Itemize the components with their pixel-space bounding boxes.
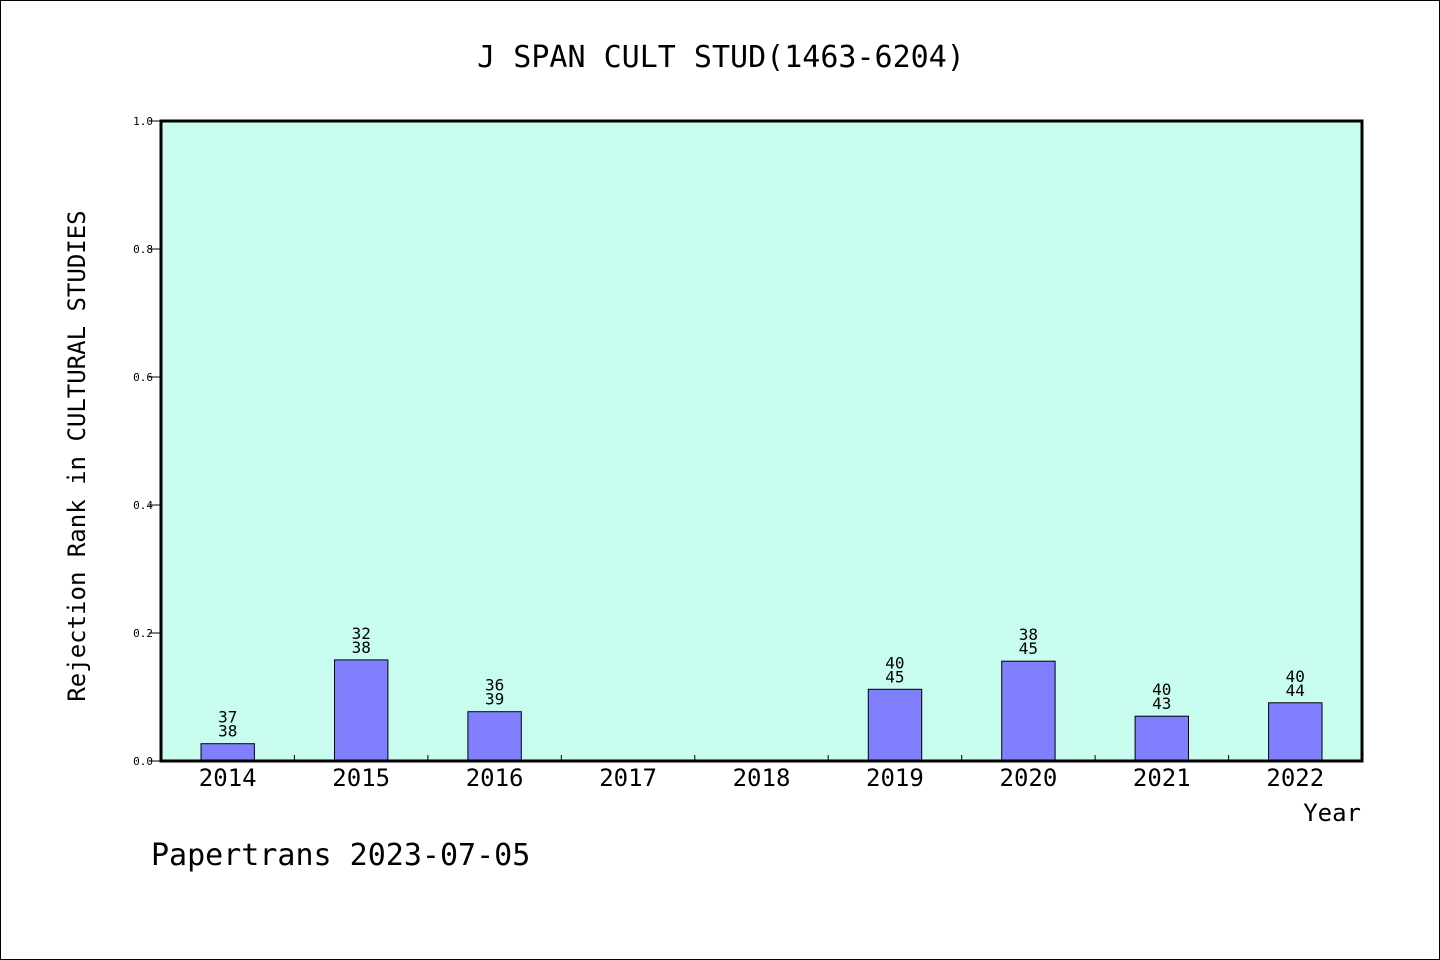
x-tick-label-2019: 2019: [866, 764, 924, 792]
x-tick-label-2014: 2014: [199, 764, 257, 792]
y-tick-label: 0.6: [133, 371, 153, 384]
y-tick-label: 0.2: [133, 627, 153, 640]
bar-label-bottom-2022: 44: [1286, 681, 1305, 700]
bar-2016: [467, 711, 522, 762]
bar-2019: [867, 688, 923, 762]
bar-2020: [1001, 660, 1056, 762]
footer-credit: Papertrans 2023-07-05: [151, 838, 530, 873]
x-tick-label-2022: 2022: [1266, 764, 1324, 792]
bar-label-top-2015: 32: [352, 624, 371, 643]
y-tick-label: 0.0: [133, 755, 153, 768]
x-tick-label-2015: 2015: [332, 764, 390, 792]
bar-2015: [334, 659, 389, 762]
bar-2022: [1268, 702, 1323, 762]
x-tick-label-2017: 2017: [599, 764, 657, 792]
plot-area: [161, 121, 1362, 761]
plot-border: [159, 119, 1364, 763]
x-axis-ticks: 2014 2015 2016 2017 2018 2019 2020 2021 2022: [199, 755, 1324, 792]
x-axis-label: Year: [1303, 799, 1361, 827]
x-tick-label-2016: 2016: [466, 764, 524, 792]
x-tick-label-2018: 2018: [733, 764, 791, 792]
bar-label-bottom-2016: 39: [485, 690, 504, 709]
bar-label-top-2016: 36: [485, 676, 504, 695]
y-axis-label: Rejection Rank in CULTURAL STUDIES: [63, 210, 91, 701]
x-tick-label-2021: 2021: [1133, 764, 1191, 792]
chart-title: J SPAN CULT STUD(1463-6204): [477, 40, 965, 75]
bar-label-top-2021: 40: [1152, 680, 1171, 699]
y-axis-ticks: 0.0 0.2 0.4 0.6 0.8 1.0: [133, 115, 161, 768]
x-tick-label-2020: 2020: [1000, 764, 1058, 792]
bar-label-bottom-2019: 45: [885, 667, 904, 686]
bar-label-bottom-2020: 45: [1019, 639, 1038, 658]
bar-label-top-2020: 38: [1019, 625, 1038, 644]
bar-2021: [1134, 715, 1189, 762]
bar-label-bottom-2021: 43: [1152, 694, 1171, 713]
y-tick-label: 0.4: [133, 499, 153, 512]
bar-label-bottom-2014: 38: [218, 722, 237, 741]
bar-label-top-2019: 40: [885, 653, 904, 672]
y-tick-label: 1.0: [133, 115, 153, 128]
bar-2014: [200, 743, 255, 762]
y-tick-label: 0.8: [133, 243, 153, 256]
bar-label-top-2014: 37: [218, 708, 237, 727]
bar-label-bottom-2015: 38: [352, 638, 371, 657]
bar-label-top-2022: 40: [1286, 667, 1305, 686]
bars-group: [200, 659, 1323, 762]
